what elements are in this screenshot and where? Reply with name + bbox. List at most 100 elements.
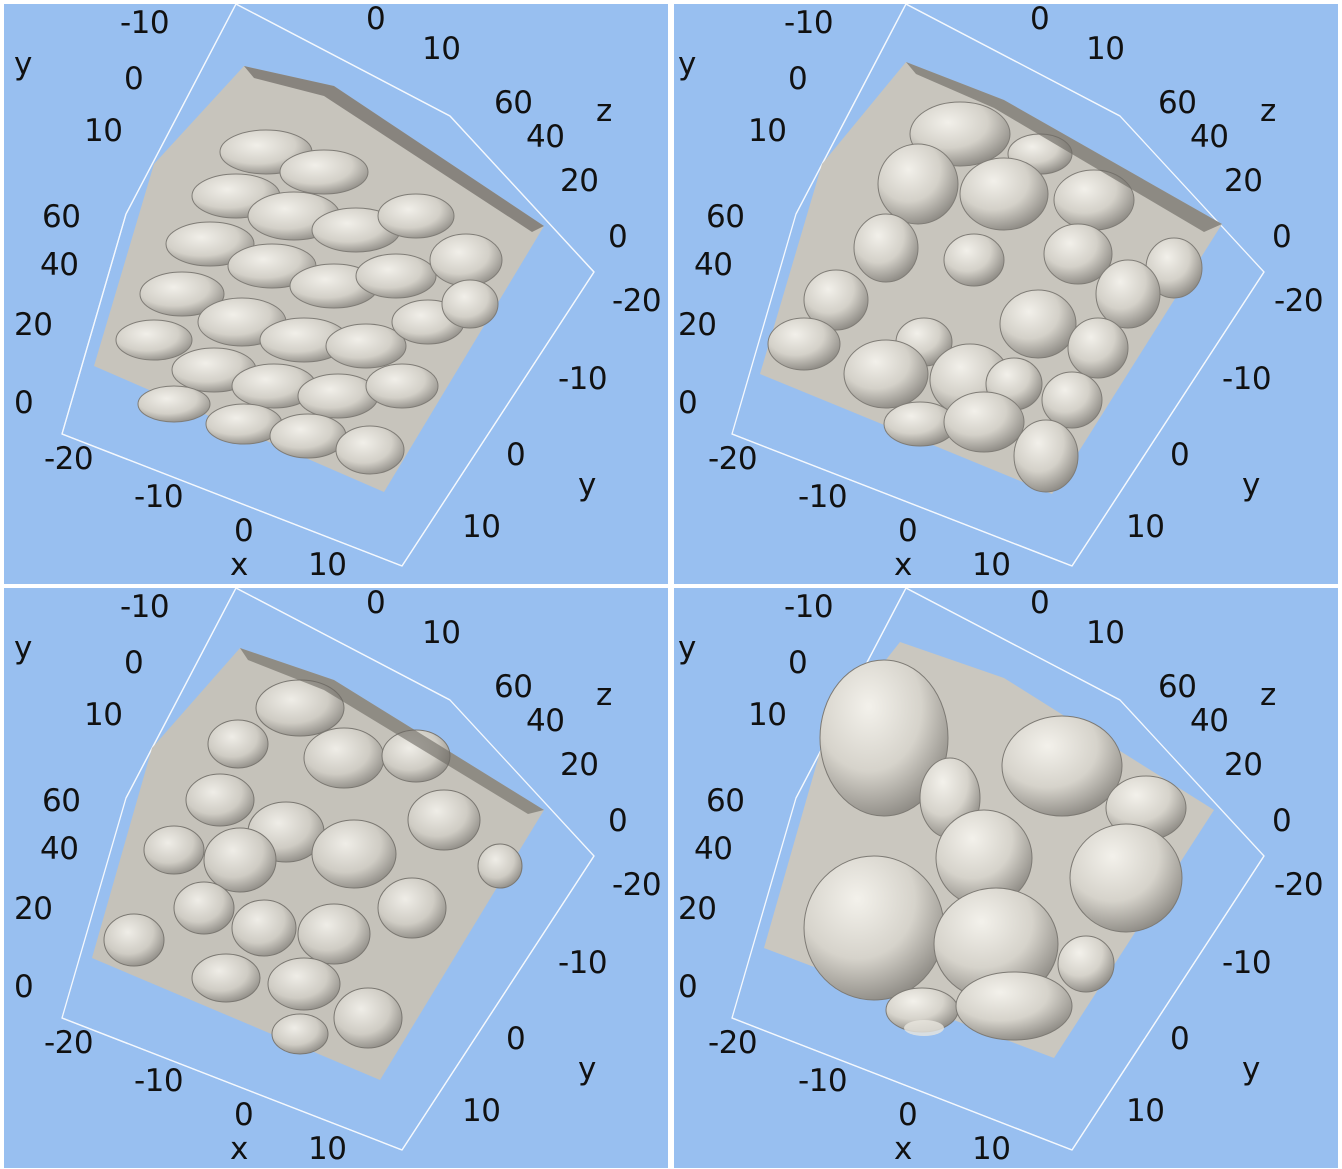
surface-render — [731, 4, 1265, 567]
tick-label: 0 — [898, 1097, 918, 1133]
tick-label: 0 — [608, 803, 628, 839]
tick-label: 0 — [788, 645, 808, 681]
axis-label-y-right: y — [578, 467, 596, 503]
tick-label: 40 — [526, 703, 565, 739]
panel-top-right: y -10 0 10 0 10 60 40 20 0 -20 -10 0 x 1… — [674, 4, 1338, 584]
axis-label-y-top: y — [678, 630, 696, 666]
tick-label: 60 — [494, 669, 533, 705]
tick-label: 20 — [560, 747, 599, 783]
tick-label: 10 — [1126, 1093, 1165, 1129]
tick-label: -20 — [44, 441, 94, 477]
tick-label: 0 — [608, 219, 628, 255]
bounding-box — [61, 4, 595, 567]
tick-label: -10 — [558, 945, 608, 981]
bounding-box — [61, 588, 595, 1151]
tick-label: 0 — [1272, 803, 1292, 839]
tick-label: -10 — [558, 361, 608, 397]
tick-label: -20 — [1274, 867, 1324, 903]
tick-label: -20 — [612, 867, 662, 903]
axis-label-y-top: y — [14, 46, 32, 82]
tick-label: 20 — [678, 891, 717, 927]
tick-label: 20 — [1224, 747, 1263, 783]
isosurface — [764, 642, 1214, 1058]
tick-label: 0 — [898, 513, 918, 549]
tick-label: 20 — [560, 163, 599, 199]
tick-label: 60 — [706, 783, 745, 819]
axis-label-z: z — [596, 93, 612, 129]
tick-label: 10 — [1126, 509, 1165, 545]
tick-label: 10 — [84, 697, 123, 733]
tick-label: 0 — [366, 4, 386, 37]
tick-label: 10 — [462, 509, 501, 545]
tick-label: -10 — [134, 1063, 184, 1099]
tick-label: 10 — [1086, 615, 1125, 651]
tick-label: 0 — [788, 61, 808, 97]
tick-label: 60 — [1158, 85, 1197, 121]
isosurface — [94, 66, 544, 492]
surface-render — [61, 4, 595, 567]
tick-label: 0 — [14, 385, 34, 421]
tick-label: 20 — [14, 891, 53, 927]
tick-label: 0 — [1170, 1021, 1190, 1057]
tick-label: 20 — [1224, 163, 1263, 199]
tick-label: 0 — [1030, 4, 1050, 37]
tick-label: 40 — [694, 247, 733, 283]
axis-label-z: z — [596, 677, 612, 713]
tick-label: -20 — [44, 1025, 94, 1061]
tick-label: 60 — [42, 199, 81, 235]
tick-label: 10 — [972, 547, 1011, 583]
tick-label: -10 — [134, 479, 184, 515]
tick-label: 0 — [14, 969, 34, 1005]
axis-label-x: x — [230, 547, 248, 583]
tick-label: 10 — [748, 113, 787, 149]
tick-label: 0 — [1030, 588, 1050, 621]
tick-label: 40 — [694, 831, 733, 867]
tick-label: 10 — [308, 547, 347, 583]
tick-label: 0 — [124, 645, 144, 681]
tick-label: 0 — [234, 513, 254, 549]
tick-label: -10 — [1222, 945, 1272, 981]
bounding-box — [731, 4, 1265, 567]
tick-label: 0 — [234, 1097, 254, 1133]
tick-label: 0 — [678, 969, 698, 1005]
axis-label-y-top: y — [678, 46, 696, 82]
tick-label: -10 — [120, 5, 170, 41]
tick-label: 40 — [40, 247, 79, 283]
axis-label-x: x — [230, 1131, 248, 1167]
axis-label-y-right: y — [1242, 1051, 1260, 1087]
tick-label: -10 — [798, 1063, 848, 1099]
tick-label: 0 — [1272, 219, 1292, 255]
tick-label: 0 — [124, 61, 144, 97]
tick-label: 60 — [1158, 669, 1197, 705]
tick-label: 10 — [1086, 31, 1125, 67]
tick-label: 0 — [506, 437, 526, 473]
tick-label: 40 — [526, 119, 565, 155]
tick-label: -10 — [784, 589, 834, 625]
axis-label-x: x — [894, 547, 912, 583]
isosurface — [92, 648, 544, 1080]
tick-label: -10 — [120, 589, 170, 625]
axis-label-z: z — [1260, 677, 1276, 713]
tick-label: 10 — [462, 1093, 501, 1129]
tick-label: -20 — [708, 441, 758, 477]
panel-bottom-right: y -10 0 10 0 10 60 40 20 0 -20 -10 0 x 1… — [674, 588, 1338, 1168]
panel-top-left: y -10 0 10 0 10 60 40 20 0 -20 -10 0 x 1… — [4, 4, 668, 584]
axis-label-x: x — [894, 1131, 912, 1167]
tick-label: 10 — [308, 1131, 347, 1167]
axis-label-z: z — [1260, 93, 1276, 129]
tick-label: 0 — [506, 1021, 526, 1057]
tick-label: -20 — [612, 283, 662, 319]
panel-bottom-left: y -10 0 10 0 10 60 40 20 0 -20 -10 0 x 1… — [4, 588, 668, 1168]
tick-label: 10 — [422, 31, 461, 67]
surface-render — [731, 588, 1265, 1151]
axis-label-y-right: y — [1242, 467, 1260, 503]
tick-label: -10 — [784, 5, 834, 41]
tick-label: 0 — [366, 588, 386, 621]
tick-label: 10 — [84, 113, 123, 149]
tick-label: 40 — [1190, 119, 1229, 155]
tick-label: 40 — [40, 831, 79, 867]
tick-label: 20 — [678, 307, 717, 343]
tick-label: 0 — [678, 385, 698, 421]
tick-label: -10 — [1222, 361, 1272, 397]
